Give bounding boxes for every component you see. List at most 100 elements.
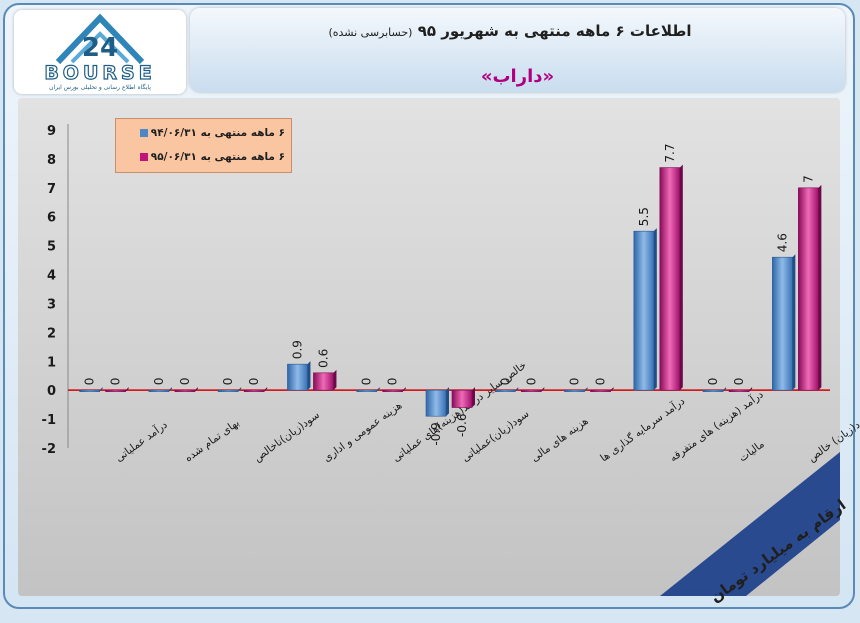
data-label: 0.6 [316,349,330,368]
bar [564,389,585,392]
y-tick-label: 6 [47,211,56,226]
logo-wordmark: BOURSE [44,61,156,84]
data-label: 0.9 [290,340,304,359]
bar-depth [125,387,129,392]
logo-tagline: پایگاه اطلاع رسانی و تحلیلی بورس ایران [49,84,151,91]
title-box: اطلاعات ۶ ماهه منتهی به شهریور ۹۵ (حسابر… [190,8,845,92]
data-label: 0 [109,378,123,386]
bar-depth [515,387,519,392]
y-tick-label: 9 [47,124,56,139]
bar [243,389,265,392]
y-tick-label: 1 [47,355,56,370]
chart-title: اطلاعات ۶ ماهه منتهی به شهریور ۹۵ (حسابر… [190,22,830,40]
logo-number: 24 [82,33,118,63]
category-label: درآمد عملیاتی [113,418,170,465]
data-label: 0 [594,378,608,386]
bar-depth [402,387,406,392]
category-label: بهای تمام شده [183,417,242,465]
bar [659,167,681,391]
bar-depth [376,387,380,392]
bar-depth [99,387,103,392]
data-label: 0 [221,378,235,386]
title-note: (حسابرسی نشده) [328,26,413,39]
bar-depth [168,387,172,392]
data-label: 0 [360,378,374,386]
category-label: مالیات [737,438,767,464]
bourse-logo: 24 BOURSE پایگاه اطلاع رسانی و تحلیلی بو… [14,10,186,94]
y-tick-label: -2 [42,442,56,457]
data-label: 0 [152,378,166,386]
data-label: 7 [801,175,815,183]
bar [728,389,750,392]
legend-label-1: ۶ ماهه منتهی به ۹۴/۰۶/۳۱ [150,127,285,139]
bar [425,389,447,417]
data-label: 0 [83,378,97,386]
category-label: سود(زیان)ناخالص [252,409,322,464]
data-label: 0 [178,378,192,386]
data-label: 0 [498,378,512,386]
bar [217,389,239,392]
bar [590,389,611,392]
bar-depth [194,387,198,392]
bar-depth [749,387,753,392]
bar [313,372,334,391]
y-tick-label: 8 [47,153,56,168]
data-label: 0 [706,378,720,386]
y-tick-label: 3 [47,297,56,312]
bar [702,389,724,392]
bar-depth [446,387,449,417]
legend-label-2: ۶ ماهه منتهی به ۹۵/۰۶/۳۱ [150,151,285,163]
y-tick-label: 5 [47,240,56,255]
data-label: 0 [386,378,400,386]
plot-area [18,98,840,596]
legend-swatch-2 [139,153,148,161]
bar-depth [723,387,727,392]
bar [633,230,655,391]
data-label: -0.6 [455,414,469,437]
bar-depth [679,164,683,391]
data-label: 0 [524,378,538,386]
bar-depth [541,387,545,392]
bar-depth [792,254,796,391]
bar [174,389,196,392]
bar [451,389,473,408]
bar [105,389,126,392]
logo-emblem: 24 [55,13,145,65]
y-tick-label: -1 [42,413,56,428]
data-label: 0 [247,378,261,386]
bar [494,389,516,392]
bar-depth [610,387,614,392]
data-label: 0 [568,378,582,386]
y-tick-label: 7 [47,182,56,197]
legend-item-1: ۶ ماهه منتهی به ۹۴/۰۶/۳۱ [139,127,285,139]
units-banner [660,452,840,596]
bar-depth [264,387,268,392]
legend: ۶ ماهه منتهی به ۹۴/۰۶/۳۱ ۶ ماهه منتهی به… [115,118,292,173]
bar-depth [307,361,311,391]
bar [520,389,542,392]
bar [798,187,819,391]
category-label: هزینه های مالی [529,415,591,464]
category-label: خالص سایر درآمد(هزینه)های عملیاتی [390,358,529,464]
bar [772,256,793,391]
y-tick-label: 2 [47,326,56,341]
category-label: سود(زیان)عملیاتی [460,408,532,465]
company-name: «داراب» [480,66,555,87]
bar-depth [238,387,242,392]
bar-depth [472,387,475,408]
data-label: 7.7 [663,143,677,162]
bar [382,389,404,392]
bar [148,389,170,392]
bar [356,389,378,392]
data-label: 4.6 [775,233,789,252]
title-text: اطلاعات ۶ ماهه منتهی به شهریور ۹۵ [417,22,692,40]
data-label: 5.5 [637,207,651,226]
bar [79,389,100,392]
bar-depth [584,387,588,392]
category-label: سود(زیان) خالص [806,411,860,465]
bar-depth [818,184,822,391]
bar-depth [333,369,337,391]
y-tick-label: 0 [47,384,56,399]
data-label: -0.9 [429,422,443,445]
